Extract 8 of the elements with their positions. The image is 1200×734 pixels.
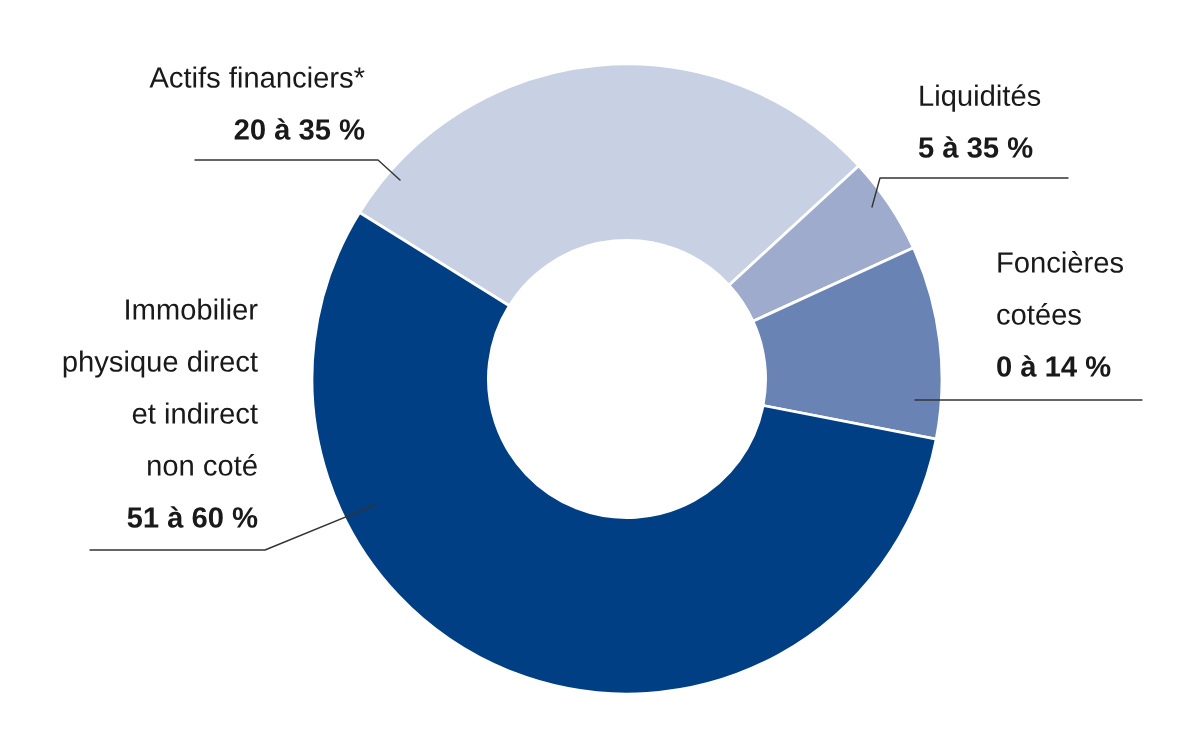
text: 20 à 35 % xyxy=(234,118,365,140)
text: 51 à 60 % xyxy=(127,506,258,528)
text: 0 à 14 % xyxy=(997,355,1111,377)
text: 5 à 35 % xyxy=(918,136,1033,158)
slice-label: Actifs financiers* xyxy=(149,66,365,88)
slice-label: Foncières cotées xyxy=(997,251,1124,325)
slice-label: Immobilier physique direct et indirect non coté xyxy=(63,298,258,476)
slice-label: Liquidités xyxy=(920,84,1041,112)
